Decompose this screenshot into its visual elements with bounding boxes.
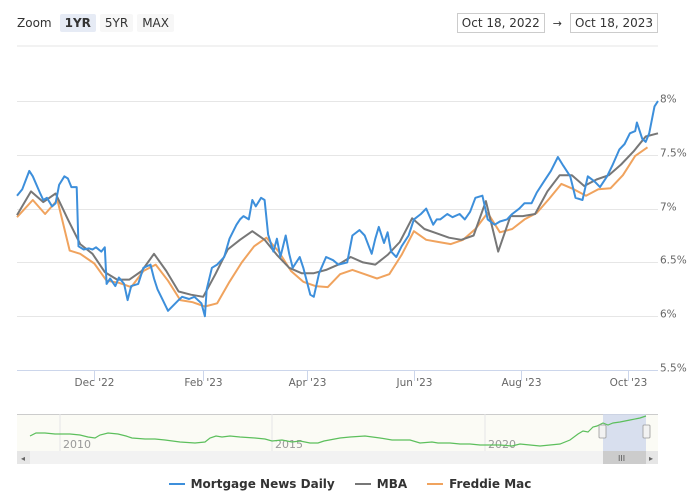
scrollbar-track[interactable] [17,451,658,464]
legend-swatch-icon [427,483,444,485]
legend-label: MBA [376,477,408,491]
x-tick-label: Dec '22 [75,377,115,389]
series-line-mortgage-news-daily[interactable] [16,100,659,318]
series-line-mba[interactable] [16,132,659,298]
y-axis-labels: 5.5% 6% 6.5% 7% 7.5% 8% [660,94,687,375]
navigator-background [17,414,658,451]
legend-label: Freddie Mac [449,477,532,491]
zoom-1yr-button[interactable]: 1YR [59,14,96,32]
scroll-left-arrow-icon: ◂ [21,454,25,463]
navigator-label-2020: 2020 [488,438,516,451]
x-tick-label: Aug '23 [501,377,541,389]
legend-item-mba[interactable]: MBA [354,477,408,491]
series-lines [16,100,659,318]
zoom-label: Zoom [17,16,52,30]
scrollbar[interactable]: ◂ III ▸ [17,451,658,464]
scroll-left-button[interactable] [17,451,30,464]
zoom-max-button[interactable]: MAX [137,14,174,32]
y-tick-label: 7.5% [660,148,687,160]
legend-item-mortgage-news-daily[interactable]: Mortgage News Daily [168,477,335,491]
navigator-left-handle[interactable] [598,424,607,439]
y-tick-label: 6% [660,309,677,321]
date-range: Oct 18, 2022 → Oct 18, 2023 [456,13,658,33]
y-tick-label: 8% [660,94,677,106]
range-from-input[interactable]: Oct 18, 2022 [456,13,545,33]
y-tick-label: 6.5% [660,255,687,267]
range-arrow-icon: → [552,16,562,30]
series-line-freddie-mac[interactable] [16,146,649,308]
y-tick-label: 5.5% [660,363,687,375]
x-tick-label: Jun '23 [396,377,433,389]
x-tick-label: Apr '23 [289,377,327,389]
scroll-grip-icon: III [618,454,625,463]
x-tick-label: Feb '23 [184,377,222,389]
scroll-right-arrow-icon: ▸ [649,454,653,463]
navigator-right-handle[interactable] [642,424,651,439]
legend-label: Mortgage News Daily [190,477,335,491]
y-gridlines [17,101,658,317]
scroll-right-button[interactable] [646,451,658,464]
scrollbar-thumb[interactable] [603,451,646,464]
y-tick-label: 7% [660,202,677,214]
x-tick-label: Oct '23 [610,377,648,389]
x-axis-labels: Dec '22 Feb '23 Apr '23 Jun '23 Aug '23 Oct '… [75,371,648,389]
range-to-input[interactable]: Oct 18, 2023 [570,13,658,33]
navigator-label-2010: 2010 [63,438,91,451]
navigator[interactable]: 2010 2015 2020 [17,414,658,451]
zoom-bar: Zoom 1YR 5YR MAX [17,14,174,32]
navigator-selected-range[interactable] [603,414,646,451]
legend-item-freddie-mac[interactable]: Freddie Mac [427,477,531,491]
navigator-series-line [29,415,647,447]
zoom-5yr-button[interactable]: 5YR [99,14,134,32]
legend-swatch-icon [354,483,371,485]
legend-swatch-icon [168,483,185,485]
legend: Mortgage News Daily MBA Freddie Mac [0,477,700,491]
